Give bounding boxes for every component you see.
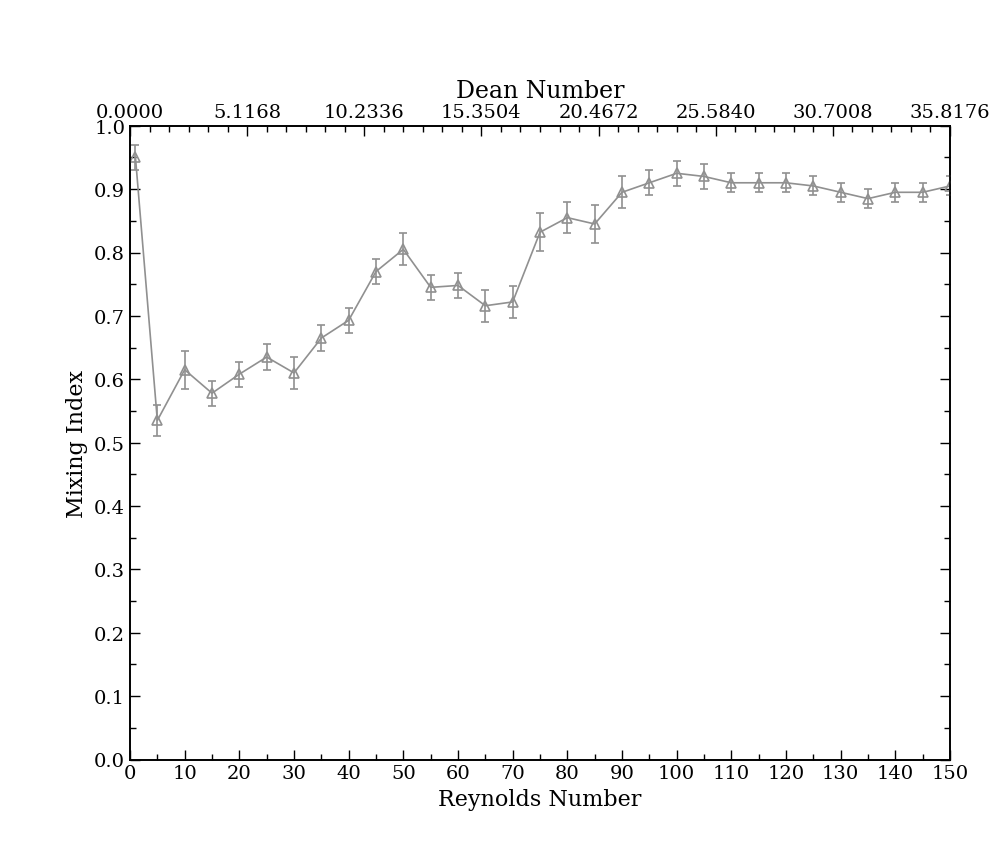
X-axis label: Reynolds Number: Reynolds Number	[438, 788, 642, 810]
X-axis label: Dean Number: Dean Number	[456, 80, 624, 103]
Y-axis label: Mixing Index: Mixing Index	[66, 369, 88, 517]
